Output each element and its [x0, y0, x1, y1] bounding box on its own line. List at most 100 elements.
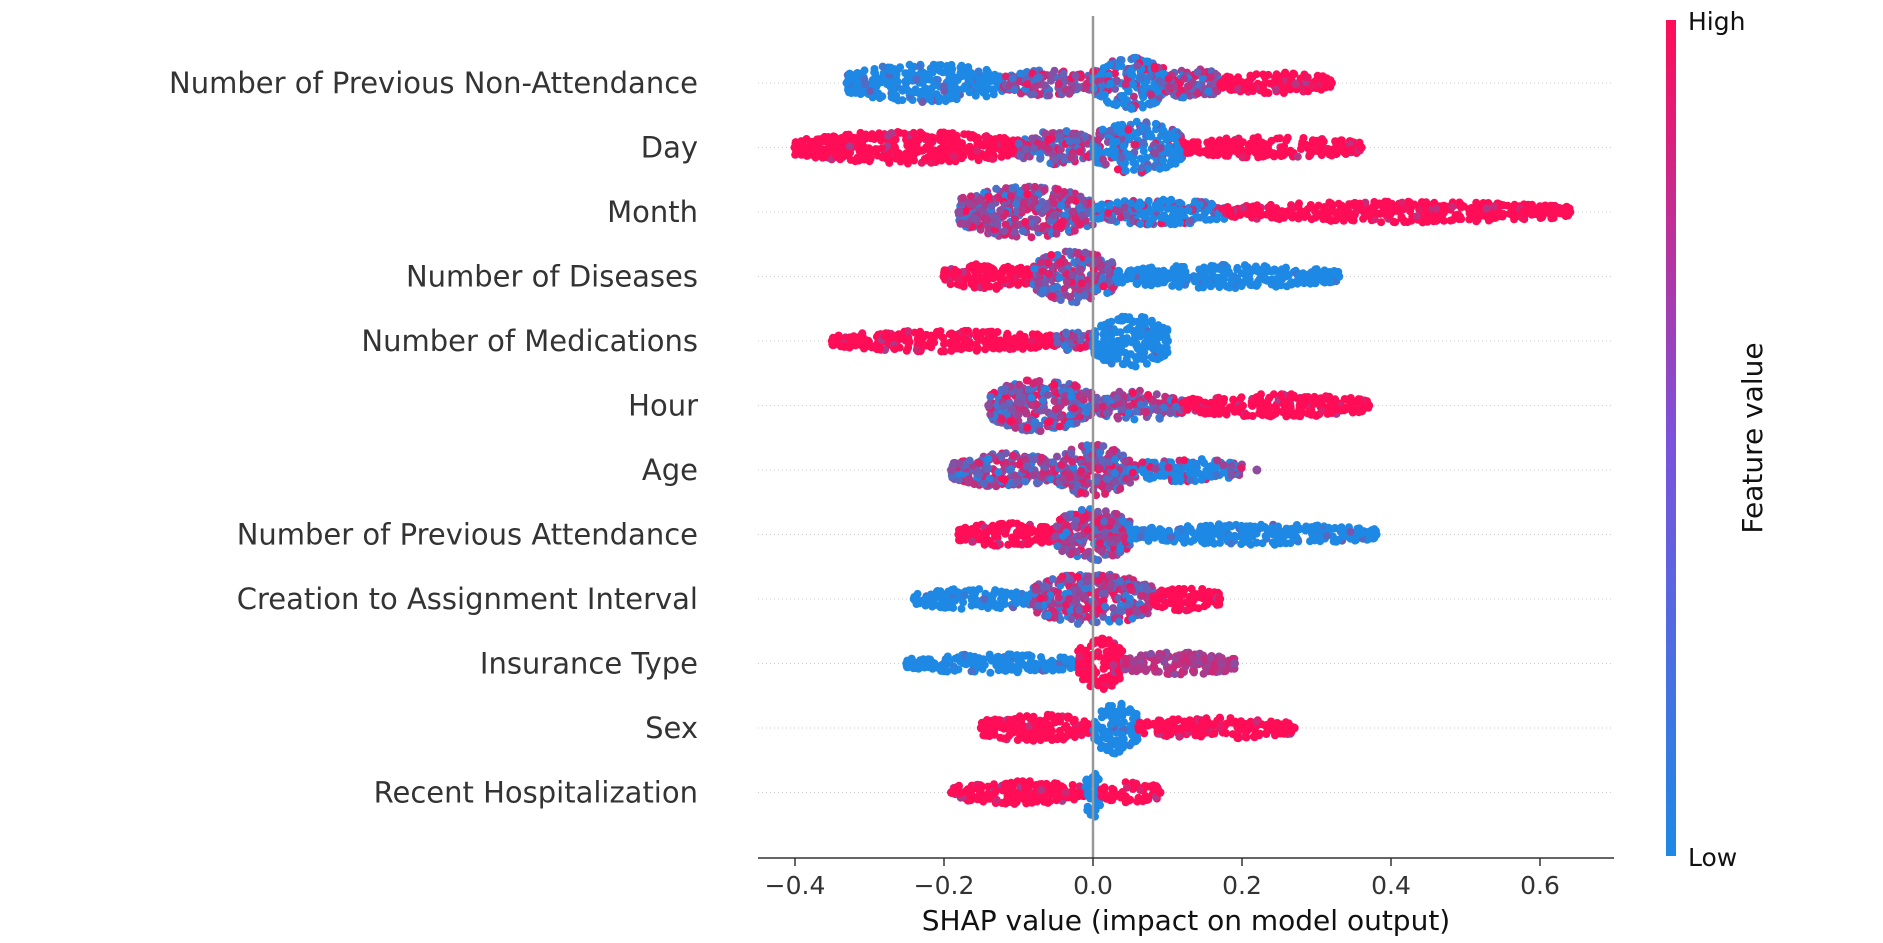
shap-dot: [1180, 74, 1189, 83]
shap-dot: [983, 216, 992, 225]
shap-dot: [1129, 92, 1138, 101]
shap-dot: [1036, 427, 1045, 435]
shap-dot: [1199, 269, 1208, 278]
shap-dot: [1155, 164, 1164, 173]
shap-dot: [1299, 208, 1308, 217]
shap-dot: [1310, 411, 1319, 420]
shap-dot: [1056, 259, 1065, 267]
shap-dot: [1133, 61, 1142, 70]
shap-dot: [961, 82, 970, 91]
shap-dot: [1027, 90, 1036, 99]
shap-dot: [939, 272, 949, 281]
shap-dot: [1283, 133, 1292, 142]
shap-dot: [1293, 152, 1302, 161]
shap-dot: [1230, 75, 1239, 84]
shap-dot: [1204, 87, 1213, 96]
shap-dot: [1030, 194, 1039, 203]
shap-dot: [866, 87, 875, 95]
shap-dot: [1188, 78, 1197, 87]
shap-dot: [1098, 69, 1107, 78]
shap-dot: [1207, 399, 1216, 407]
shap-dot: [1023, 190, 1032, 199]
shap-dot: [1022, 183, 1031, 192]
shap-dot: [1023, 80, 1032, 89]
shap-dot: [1147, 90, 1156, 99]
shap-dot: [1384, 199, 1393, 208]
shap-dot: [1098, 273, 1107, 282]
shap-dot: [889, 86, 898, 95]
shap-dot: [1131, 53, 1140, 62]
shap-dot: [1153, 406, 1162, 415]
shap-dot: [1044, 259, 1053, 267]
shap-dot: [1175, 282, 1184, 291]
shap-dot: [901, 154, 910, 163]
shap-dot: [1001, 384, 1010, 393]
shap-dot: [1051, 405, 1060, 414]
shap-dot: [1131, 140, 1140, 149]
shap-dot: [1137, 316, 1146, 325]
shap-dot: [967, 275, 976, 284]
shap-dot: [949, 152, 958, 161]
shap-dot: [1124, 87, 1133, 96]
shap-dot: [1030, 264, 1039, 273]
shap-dot: [1550, 208, 1559, 217]
shap-dot: [1246, 139, 1255, 148]
shap-dot: [918, 98, 927, 106]
shap-dot: [1144, 196, 1153, 205]
shap-dot: [1050, 199, 1059, 208]
shap-dot: [1007, 192, 1015, 201]
shap-dot: [1309, 136, 1318, 145]
shap-dot: [1038, 267, 1047, 276]
shap-dot: [1181, 399, 1190, 408]
shap-dot: [1334, 272, 1344, 281]
shap-dot: [1194, 283, 1203, 292]
shap-dot: [1248, 266, 1257, 275]
shap-dot: [1271, 409, 1280, 418]
shap-dot: [954, 275, 963, 284]
shap-dot: [1099, 402, 1107, 411]
shap-dot: [1065, 247, 1074, 256]
shap-dot: [1105, 350, 1114, 359]
shap-dot: [1238, 153, 1247, 162]
shap-dot: [963, 146, 972, 155]
shap-dot: [993, 339, 1002, 348]
shap-dot: [1212, 215, 1221, 224]
shap-dot: [1440, 202, 1449, 211]
shap-dot: [1053, 282, 1062, 291]
shap-dot: [1223, 204, 1232, 213]
shap-dot: [1287, 209, 1296, 218]
shap-dot: [1032, 74, 1041, 83]
shap-dot: [1337, 201, 1346, 210]
shap-dot: [1326, 78, 1336, 88]
shap-dot: [1179, 93, 1188, 102]
shap-dot: [1062, 277, 1071, 286]
shap-dot: [992, 220, 1001, 229]
shap-dot: [1155, 76, 1164, 85]
shap-dot: [1013, 338, 1022, 347]
shap-dot: [827, 336, 837, 346]
shap-dot: [911, 85, 920, 94]
shap-dot: [1193, 68, 1202, 77]
shap-dot: [912, 75, 921, 84]
shap-dot: [1122, 96, 1131, 105]
shap-dot: [1149, 270, 1158, 279]
shap-dot: [874, 132, 883, 141]
shap-dot: [1195, 200, 1204, 209]
shap-dot: [1159, 156, 1168, 165]
shap-dot: [1186, 217, 1195, 225]
shap-dot: [909, 128, 918, 137]
shap-dot: [1145, 72, 1154, 81]
shap-dot: [1179, 138, 1188, 147]
shap-dot: [1027, 393, 1036, 402]
shap-dot: [1057, 201, 1066, 210]
shap-dot: [1323, 409, 1332, 418]
shap-dot: [1118, 153, 1127, 162]
shap-dot: [1277, 281, 1286, 290]
shap-dot: [1182, 273, 1191, 282]
shap-dot: [1111, 69, 1119, 78]
shap-dot: [1260, 152, 1269, 161]
shap-dot: [1006, 417, 1015, 426]
shap-dot: [1230, 272, 1239, 281]
shap-dot: [1048, 70, 1057, 79]
shap-dot: [954, 207, 964, 217]
